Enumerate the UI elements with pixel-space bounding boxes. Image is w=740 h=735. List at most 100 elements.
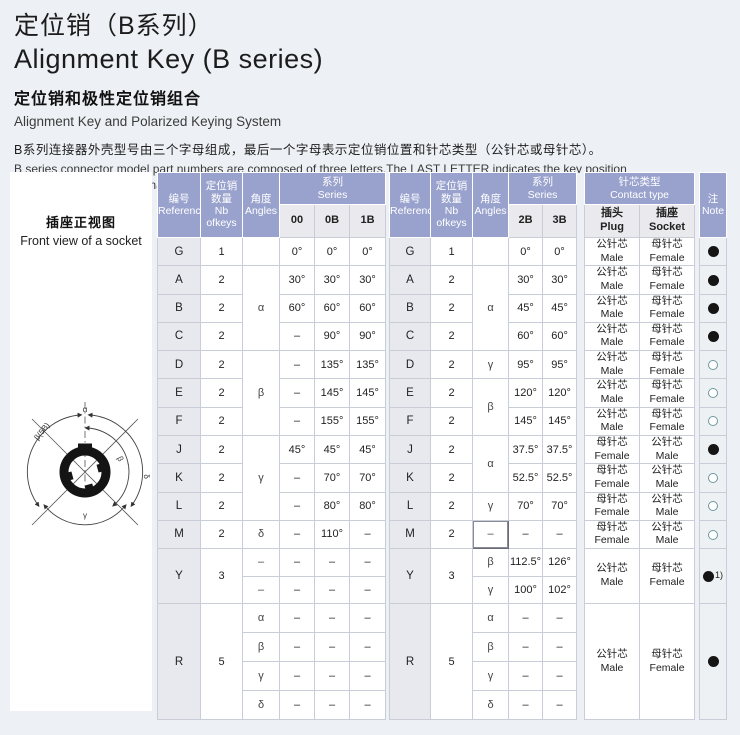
table-cell: 3 [430, 548, 474, 605]
alignment-key-table: 编号Reference定位销数量Nbofkeys角度Angles系列Series… [157, 172, 728, 721]
table-cell [699, 463, 728, 493]
table-cell: 2 [430, 350, 474, 380]
open-dot-icon [708, 416, 719, 427]
table-cell: 145° [314, 378, 350, 408]
table-cell: 120° [508, 378, 544, 408]
table-cell: 2 [430, 321, 474, 352]
series-3B: 3B [542, 204, 578, 238]
table-cell: 母针芯 Female [584, 519, 641, 550]
table-cell [699, 378, 728, 408]
table-cell: 母针芯 Female [639, 265, 696, 295]
table-cell: 公针芯 Male [639, 519, 696, 550]
table-cell [472, 236, 510, 267]
table-cell: – [279, 321, 315, 352]
angle-arc-bottom [43, 504, 127, 526]
table-cell: 0° [314, 236, 350, 267]
table-cell: 公针芯 Male [639, 434, 696, 465]
table-cell [699, 434, 728, 465]
table-cell: 公针芯 Male [584, 293, 641, 323]
row-label: K [157, 463, 201, 493]
table-cell: – [314, 632, 350, 663]
table-cell: – [542, 632, 578, 663]
socket-diagram: α β(5B) β δ γ [26, 402, 152, 526]
table-cell: – [279, 548, 315, 577]
row-label: Y [389, 548, 432, 605]
row-label: F [157, 406, 201, 436]
table-cell: 2 [200, 293, 243, 323]
row-label: C [389, 321, 432, 352]
table-cell: 母针芯 Female [639, 236, 696, 267]
table-cell: 90° [348, 321, 387, 352]
open-dot-icon [708, 388, 719, 399]
row-label: J [389, 434, 432, 465]
table-cell: 80° [348, 491, 387, 521]
table-cell: 1 [200, 236, 243, 267]
table-cell: 5 [200, 603, 243, 721]
table-cell: – [314, 548, 350, 577]
row-label: F [389, 406, 432, 436]
table-cell: – [348, 603, 387, 634]
table-cell: – [542, 519, 578, 550]
table-cell [699, 321, 728, 352]
table-cell: 155° [314, 406, 350, 436]
table-cell: 30° [279, 265, 315, 295]
page-title-en: Alignment Key (B series) [14, 44, 324, 74]
table-cell: 3 [200, 548, 243, 605]
table-cell: 1) [699, 548, 728, 605]
table-cell: 公针芯 Male [584, 406, 641, 436]
table-cell: – [542, 690, 578, 721]
table-cell: 135° [348, 350, 387, 380]
table-cell: 母针芯 Female [584, 463, 641, 493]
filled-dot-icon [707, 331, 719, 343]
table-cell: γ [472, 661, 510, 692]
table-cell: γ [472, 491, 510, 521]
table-cell: 公针芯 Male [584, 321, 641, 352]
table-cell: 2 [200, 321, 243, 352]
table-cell: 112.5° [508, 548, 544, 577]
table-cell: 155° [348, 406, 387, 436]
table-cell: 公针芯 Male [639, 491, 696, 521]
table-cell [699, 293, 728, 323]
table-cell: 70° [348, 463, 387, 493]
table-cell: 45° [314, 434, 350, 465]
table-cell: – [314, 661, 350, 692]
angle-label-delta: δ [142, 474, 152, 480]
table-cell: – [279, 632, 315, 663]
table-cell: β [472, 632, 510, 663]
table-cell: β [472, 378, 510, 436]
row-label: Y [157, 548, 201, 605]
table-cell: 2 [430, 519, 474, 550]
table-cell: 2 [200, 378, 243, 408]
row-label: B [157, 293, 201, 323]
key-tab [78, 443, 92, 449]
table-cell [242, 236, 280, 267]
table-cell: 1 [430, 236, 474, 267]
angle-arc-left [26, 412, 83, 508]
header-series-left: 系列 Series [278, 172, 387, 205]
row-label: G [157, 236, 201, 267]
table-cell: – [279, 378, 315, 408]
table-cell: – [348, 575, 387, 605]
table-cell: 母针芯 Female [639, 603, 696, 721]
table-cell: 2 [430, 378, 474, 408]
table-cell: 60° [542, 321, 578, 352]
table-cell: 52.5° [542, 463, 578, 493]
angle-label-beta-5b: β(5B) [32, 421, 51, 442]
table-cell [699, 491, 728, 521]
table-cell: – [348, 632, 387, 663]
table-cell: 37.5° [508, 434, 544, 465]
table-cell: 母针芯 Female [639, 350, 696, 380]
header-note: 注 Note [699, 172, 728, 238]
row-label: L [389, 491, 432, 521]
table-cell: δ [472, 690, 510, 721]
table-cell [699, 603, 728, 721]
table-cell: 80° [314, 491, 350, 521]
table-cell: γ [472, 350, 510, 380]
table-cell: 母针芯 Female [639, 293, 696, 323]
open-dot-icon [708, 529, 719, 540]
table-cell: 母针芯 Female [584, 491, 641, 521]
table-cell: 2 [200, 434, 243, 465]
table-cell: 37.5° [542, 434, 578, 465]
table-cell: 30° [508, 265, 544, 295]
table-cell: – [508, 632, 544, 663]
